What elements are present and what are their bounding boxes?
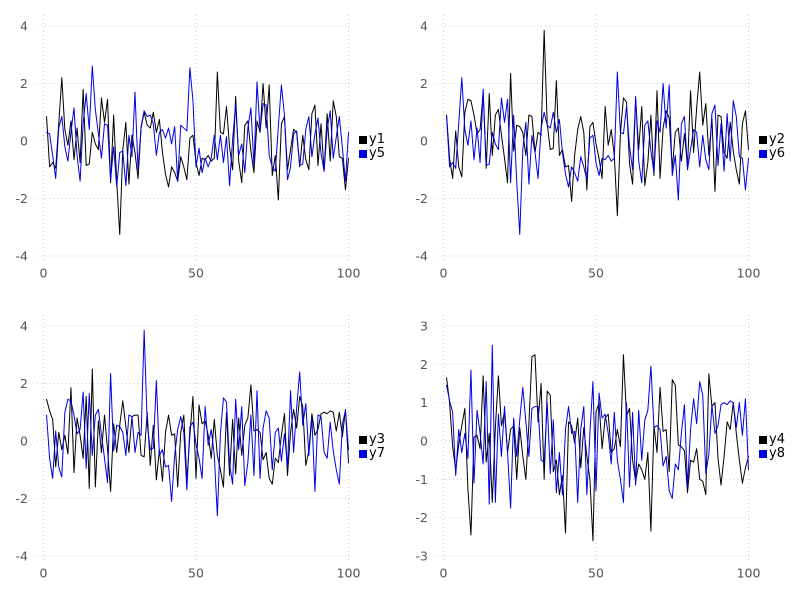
legend-item-y2: y2 <box>759 133 785 147</box>
x-tick-label: 50 <box>588 566 604 581</box>
y-tick-label: -3 <box>416 549 428 564</box>
x-tick-label: 100 <box>737 566 761 581</box>
y-tick-label: -2 <box>416 191 428 206</box>
plot-canvas-top-right: -4 -2 0 2 4 0 50 100 <box>416 15 761 281</box>
series-line-y5 <box>46 65 349 188</box>
y-tick-label: 2 <box>20 76 28 91</box>
x-tick-label: 50 <box>588 266 604 281</box>
x-tick-label: 0 <box>40 566 48 581</box>
subplot-bottom-right: -3 -2 -1 0 1 2 3 0 50 100 y4 y8 <box>400 300 800 600</box>
y-tick-label: 0 <box>420 134 428 149</box>
legend-label-y1: y1 <box>369 132 385 147</box>
legend-top-right: y2 y6 <box>759 133 785 161</box>
x-tick-label: 100 <box>737 266 761 281</box>
legend-label-y3: y3 <box>369 432 385 447</box>
legend-bottom-left: y3 y7 <box>359 433 385 461</box>
x-tick-label: 0 <box>440 566 448 581</box>
legend-item-y3: y3 <box>359 433 385 447</box>
y-tick-label: 1 <box>420 395 428 410</box>
plot-canvas-top-left: -4 -2 0 2 4 0 50 100 <box>16 15 361 281</box>
legend-item-y1: y1 <box>359 133 385 147</box>
plot-canvas-bottom-left: -4 -2 0 2 4 0 50 100 <box>16 315 361 581</box>
y-tick-label: 4 <box>420 19 428 34</box>
legend-item-y8: y8 <box>759 447 785 461</box>
legend-label-y6: y6 <box>769 146 785 161</box>
legend-swatch-y4 <box>759 436 767 444</box>
y-tick-label: 3 <box>420 319 428 334</box>
y-tick-label: 0 <box>420 434 428 449</box>
legend-top-left: y1 y5 <box>359 133 385 161</box>
legend-swatch-y8 <box>759 450 767 458</box>
subplot-top-left: -4 -2 0 2 4 0 50 100 y1 y5 <box>0 0 400 300</box>
legend-label-y8: y8 <box>769 446 785 461</box>
x-tick-label: 100 <box>337 566 361 581</box>
x-tick-label: 0 <box>40 266 48 281</box>
y-tick-label: 2 <box>20 376 28 391</box>
legend-swatch-y6 <box>759 150 767 158</box>
series-line-y7 <box>46 329 349 517</box>
legend-item-y7: y7 <box>359 447 385 461</box>
x-tick-label: 50 <box>188 266 204 281</box>
legend-swatch-y1 <box>359 136 367 144</box>
legend-label-y2: y2 <box>769 132 785 147</box>
legend-swatch-y3 <box>359 436 367 444</box>
y-tick-label: 2 <box>420 357 428 372</box>
legend-item-y5: y5 <box>359 147 385 161</box>
y-tick-label: -2 <box>16 491 28 506</box>
series-line-y4 <box>446 354 749 542</box>
legend-item-y6: y6 <box>759 147 785 161</box>
y-tick-label: -2 <box>16 191 28 206</box>
y-tick-label: -2 <box>416 510 428 525</box>
series-line-y2 <box>446 29 749 217</box>
legend-swatch-y2 <box>759 136 767 144</box>
series-line-y8 <box>446 344 749 509</box>
y-tick-label: -4 <box>16 549 29 564</box>
x-tick-label: 0 <box>440 266 448 281</box>
y-tick-label: 0 <box>20 134 28 149</box>
subplot-bottom-left: -4 -2 0 2 4 0 50 100 y3 y7 <box>0 300 400 600</box>
subplot-top-right: -4 -2 0 2 4 0 50 100 y2 y6 <box>400 0 800 300</box>
legend-bottom-right: y4 y8 <box>759 433 785 461</box>
legend-label-y7: y7 <box>369 446 385 461</box>
legend-label-y4: y4 <box>769 432 785 447</box>
plot-canvas-bottom-right: -3 -2 -1 0 1 2 3 0 50 100 <box>416 315 761 581</box>
x-tick-label: 50 <box>188 566 204 581</box>
y-tick-label: 4 <box>20 19 28 34</box>
legend-item-y4: y4 <box>759 433 785 447</box>
x-tick-label: 100 <box>337 266 361 281</box>
y-tick-label: 4 <box>20 319 28 334</box>
legend-label-y5: y5 <box>369 146 385 161</box>
series-line-y3 <box>46 368 349 492</box>
y-tick-label: 0 <box>20 434 28 449</box>
legend-swatch-y5 <box>359 150 367 158</box>
y-tick-label: -4 <box>16 249 29 264</box>
y-tick-label: -4 <box>416 249 429 264</box>
legend-swatch-y7 <box>359 450 367 458</box>
series-line-y6 <box>446 71 749 235</box>
y-tick-label: -1 <box>416 472 428 487</box>
y-tick-label: 2 <box>420 76 428 91</box>
